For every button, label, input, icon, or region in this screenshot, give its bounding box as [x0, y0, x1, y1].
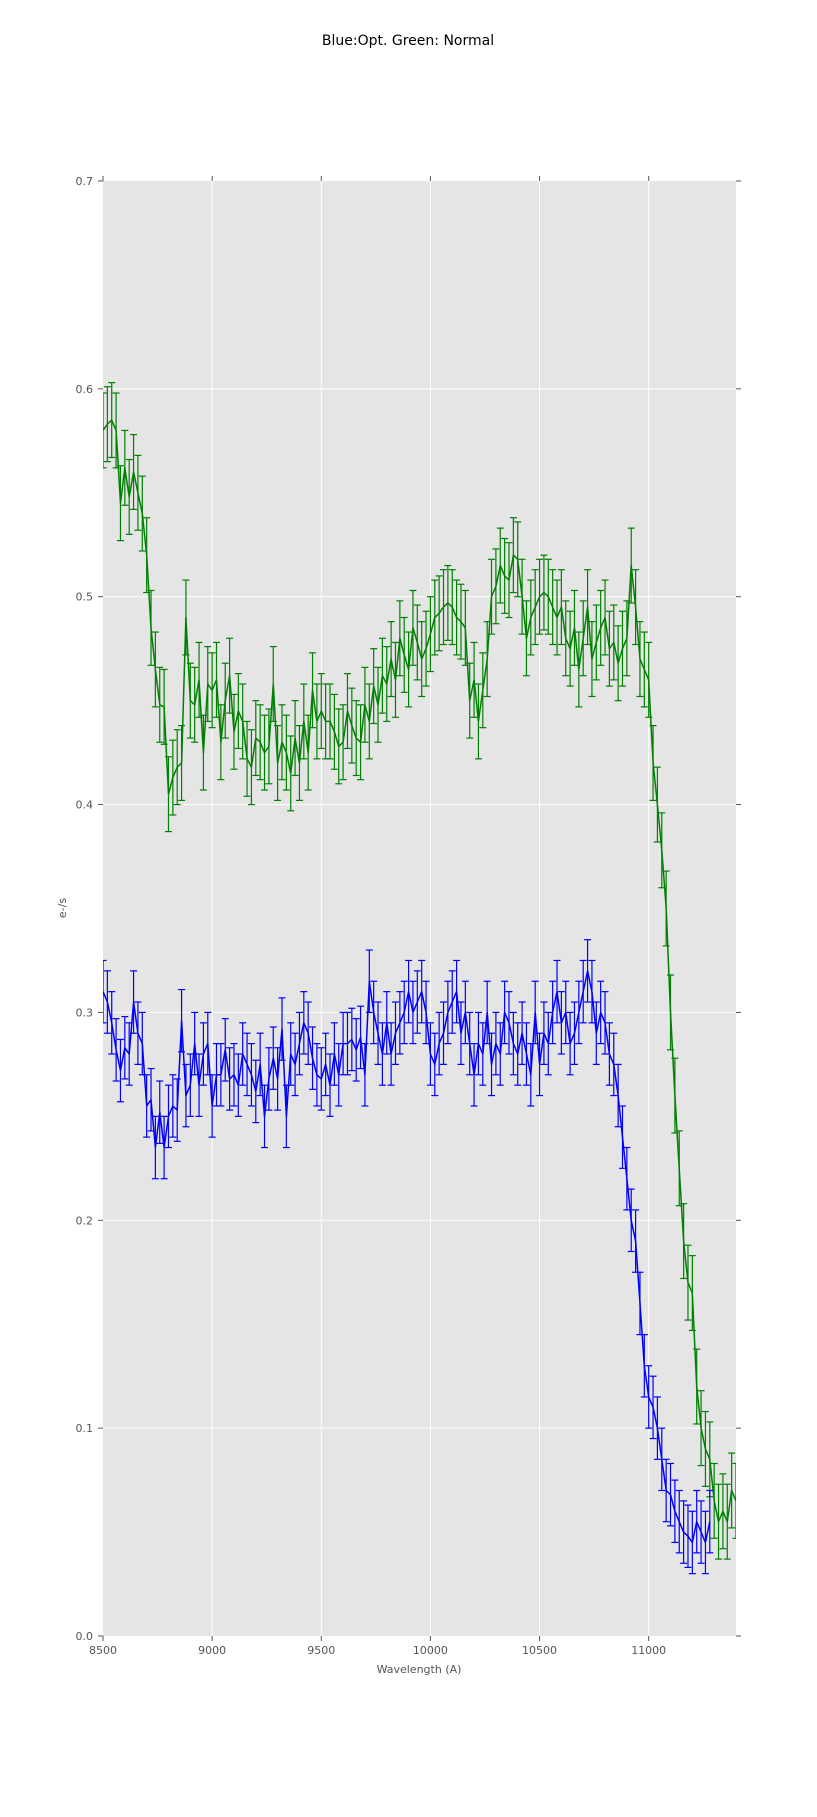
x-tick-label: 9500: [307, 1644, 335, 1657]
y-axis-label: e-/s: [56, 898, 69, 918]
series-1: [103, 939, 714, 1575]
y-tick-label: 0.7: [76, 175, 94, 188]
y-tick-label: 0.6: [76, 383, 94, 396]
y-tick-label: 0.5: [76, 591, 94, 604]
series-0: [103, 382, 736, 1560]
x-tick-label: 10500: [522, 1644, 557, 1657]
y-tick-label: 0.1: [76, 1422, 94, 1435]
series-line: [103, 419, 736, 1523]
y-tick-label: 0.0: [76, 1630, 94, 1643]
y-tick-label: 0.2: [76, 1214, 94, 1227]
y-tick-label: 0.3: [76, 1006, 94, 1019]
x-tick-label: 9000: [198, 1644, 226, 1657]
series-layer: [103, 382, 736, 1575]
x-axis-label: Wavelength (A): [377, 1663, 462, 1676]
chart-title: Blue:Opt. Green: Normal: [322, 33, 494, 49]
series-line: [103, 970, 711, 1544]
x-tick-label: 8500: [89, 1644, 117, 1657]
x-tick-label: 11000: [631, 1644, 666, 1657]
axis-ticks: 0.0 0.1 0.2 0.3 0.4 0.5 0.6 0.7 8500 9000 9500 1000…: [76, 175, 741, 1657]
y-tick-label: 0.4: [76, 799, 94, 812]
x-tick-label: 10000: [413, 1644, 448, 1657]
plot-area: [103, 181, 736, 1636]
